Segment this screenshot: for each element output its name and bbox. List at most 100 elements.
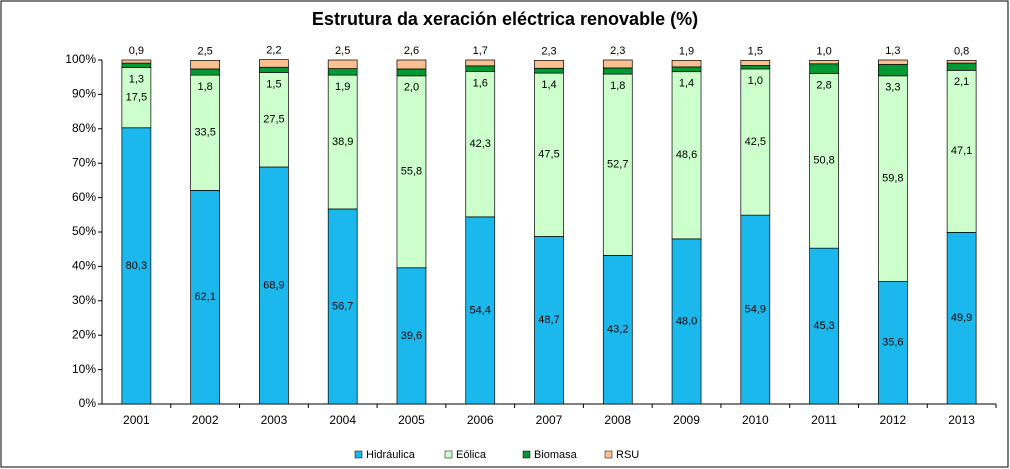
data-label: 1,8	[610, 80, 625, 92]
data-label: 2,6	[404, 45, 419, 57]
x-tick-label: 2004	[329, 413, 356, 427]
bar-segment	[809, 73, 839, 249]
data-label: 48,6	[676, 149, 697, 161]
bar-segment	[534, 59, 564, 69]
data-label: 1,3	[129, 73, 144, 85]
bar-segment	[671, 66, 702, 73]
bar-segment	[396, 59, 427, 70]
x-tick-label: 2008	[604, 413, 631, 427]
bar-segment	[740, 68, 771, 216]
data-label: 27,5	[263, 114, 284, 126]
y-tick-label: 80%	[72, 121, 96, 135]
x-tick-label: 2009	[673, 413, 700, 427]
bar-segment	[809, 63, 839, 74]
legend-swatch	[444, 450, 453, 459]
y-tick-label: 30%	[72, 293, 96, 307]
bar-segment	[671, 71, 702, 240]
data-label: 56,7	[332, 300, 353, 312]
bar-segment	[465, 65, 496, 72]
data-label: 1,8	[198, 81, 213, 93]
bar-segment	[190, 190, 221, 405]
bar-segment	[121, 127, 152, 405]
bar-segment	[396, 267, 427, 405]
data-label: 48,0	[676, 315, 697, 327]
legend-label: Eólica	[456, 449, 487, 461]
data-label: 1,6	[473, 77, 488, 89]
legend-swatch	[522, 450, 531, 459]
data-label: 54,9	[745, 303, 766, 315]
data-label: 1,4	[541, 79, 556, 91]
legend-swatch	[354, 450, 363, 459]
data-label: 1,5	[266, 78, 281, 90]
bar-segment	[190, 68, 221, 76]
data-label: 1,9	[335, 81, 350, 93]
x-tick-label: 2012	[879, 413, 906, 427]
bar-segment	[534, 67, 564, 74]
data-label: 1,0	[748, 75, 763, 87]
x-tick-label: 2011	[811, 413, 837, 427]
data-label: 2,8	[816, 79, 831, 91]
x-tick-label: 2003	[261, 413, 288, 427]
y-tick-label: 40%	[72, 259, 96, 273]
bar-segment	[877, 75, 908, 282]
bar-segment	[465, 59, 496, 67]
bar-segment	[946, 59, 977, 64]
bar-segment	[740, 65, 771, 70]
data-label: 45,3	[813, 320, 834, 332]
bar-segment	[602, 59, 633, 69]
bar-segment	[602, 73, 633, 256]
data-label: 52,7	[607, 159, 628, 171]
bar-segment	[809, 59, 839, 65]
bar-segment	[809, 247, 839, 405]
data-label: 43,2	[607, 324, 628, 336]
bar-segment	[877, 64, 908, 77]
bar-segment	[740, 59, 771, 66]
data-label: 55,8	[401, 166, 422, 178]
y-tick-label: 60%	[72, 190, 96, 204]
x-tick-label: 2001	[123, 413, 150, 427]
data-label: 3,3	[885, 82, 900, 94]
y-tick-label: 90%	[72, 87, 96, 101]
data-label: 49,9	[951, 312, 972, 324]
bar-segment	[327, 74, 358, 210]
bar-segment	[121, 62, 152, 68]
x-tick-label: 2013	[948, 413, 975, 427]
bar-segment	[877, 59, 908, 65]
bar-segment	[259, 166, 289, 405]
legend-swatch	[604, 450, 613, 459]
data-label: 0,9	[129, 45, 144, 57]
bar-segment	[534, 72, 564, 237]
data-label: 1,7	[473, 45, 488, 57]
bar-segment	[396, 75, 427, 269]
data-label: 39,6	[401, 330, 422, 342]
legend-label: RSU	[616, 449, 639, 461]
data-label: 42,5	[745, 136, 766, 148]
bar-segment	[671, 238, 702, 405]
data-label: 38,9	[332, 136, 353, 148]
bar-segment	[259, 59, 289, 68]
bar-segment	[121, 67, 152, 129]
data-label: 1,9	[679, 45, 694, 57]
data-label: 1,0	[816, 45, 831, 57]
y-tick-label: 0%	[79, 396, 97, 410]
y-tick-label: 10%	[72, 362, 96, 376]
y-tick-label: 50%	[72, 224, 96, 238]
legend-label: Hidráulica	[366, 449, 416, 461]
bar-segment	[946, 69, 977, 233]
bar-segment	[671, 59, 702, 68]
bar-segment	[465, 216, 496, 405]
bar-segment	[602, 255, 633, 405]
data-label: 62,1	[194, 291, 215, 303]
data-label: 35,6	[882, 337, 903, 349]
data-label: 1,5	[748, 45, 763, 57]
data-label: 42,3	[470, 138, 491, 150]
data-label: 2,3	[541, 45, 556, 57]
bar-segment	[327, 59, 358, 69]
bar-segment	[259, 66, 289, 73]
data-label: 1,3	[885, 45, 900, 57]
data-label: 59,8	[882, 173, 903, 185]
bar-segment	[259, 72, 289, 168]
data-label: 80,3	[126, 260, 147, 272]
